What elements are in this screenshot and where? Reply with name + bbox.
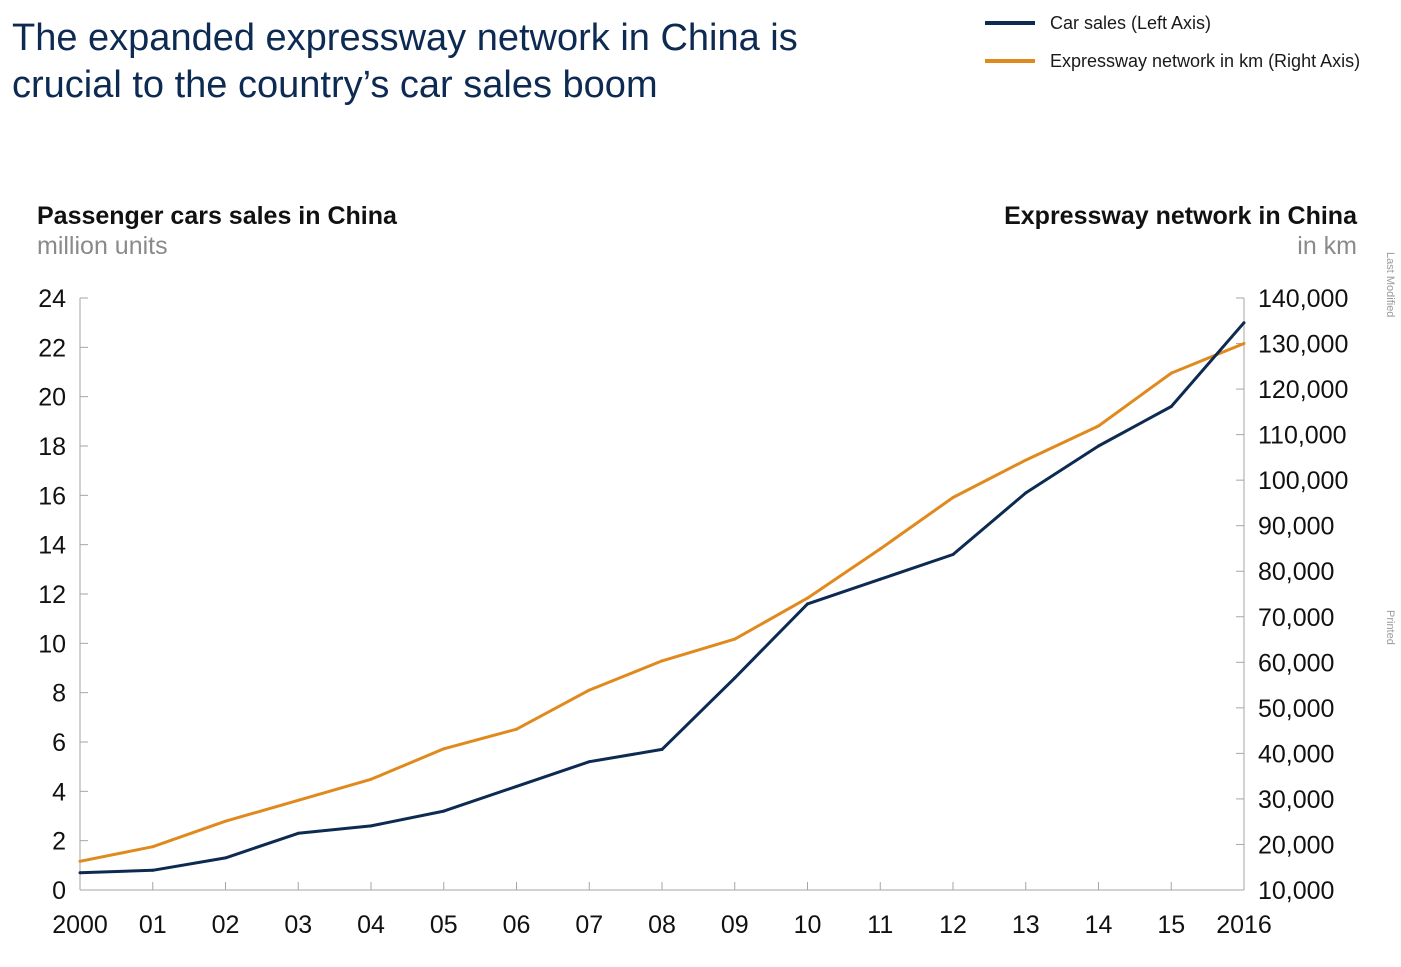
right-axis-tick-label: 110,000 <box>1258 422 1347 450</box>
data-point-car-sales <box>951 553 955 556</box>
data-point-expressway <box>1169 371 1173 375</box>
x-axis-tick-label: 03 <box>284 911 312 939</box>
x-axis-tick-label: 2000 <box>52 911 108 939</box>
series-points-car-sales <box>78 321 1246 875</box>
data-point-car-sales <box>1169 405 1173 408</box>
right-axis-tick-label: 120,000 <box>1258 376 1348 404</box>
data-point-expressway <box>224 819 227 823</box>
left-axis-tick-label: 20 <box>38 384 66 412</box>
right-axis-tick-label: 50,000 <box>1258 695 1334 723</box>
right-axis-tick-label: 100,000 <box>1258 467 1348 495</box>
data-point-car-sales <box>442 809 446 813</box>
left-axis-tick-label: 24 <box>38 285 66 313</box>
x-axis-tick-label: 01 <box>139 911 167 939</box>
series-line-expressway <box>79 342 1245 863</box>
data-point-car-sales <box>515 784 518 788</box>
left-axis-tick-label: 18 <box>38 433 66 461</box>
x-axis-tick-label: 15 <box>1157 911 1185 939</box>
right-axis-tick-label: 140,000 <box>1258 285 1348 313</box>
x-axis-tick-label: 12 <box>939 911 967 939</box>
data-point-car-sales <box>878 577 882 581</box>
right-axis-title: Expressway network in China <box>1004 202 1358 230</box>
left-axis-tick-label: 10 <box>38 630 66 658</box>
data-point-car-sales <box>1024 491 1028 495</box>
left-axis-tick-label: 12 <box>38 581 66 609</box>
left-axis-tick-label: 6 <box>52 729 66 757</box>
right-axis-tick-label: 130,000 <box>1258 331 1348 359</box>
data-point-car-sales <box>78 871 82 875</box>
side-note-printed: Printed <box>1384 610 1396 645</box>
data-point-expressway <box>296 798 300 802</box>
data-point-expressway <box>1242 342 1246 345</box>
right-axis-tick-label: 30,000 <box>1258 786 1334 814</box>
data-point-expressway <box>515 727 518 731</box>
right-axis-tick-label: 90,000 <box>1258 513 1334 541</box>
data-point-expressway <box>1097 424 1100 428</box>
left-axis-title: Passenger cars sales in China <box>37 202 398 230</box>
data-point-car-sales <box>1097 444 1100 448</box>
left-axis-tick-label: 14 <box>38 532 66 560</box>
data-point-expressway <box>733 637 737 641</box>
data-point-expressway <box>369 777 373 781</box>
x-axis-tick-label: 2016 <box>1216 911 1272 939</box>
data-point-expressway <box>951 496 955 499</box>
data-point-car-sales <box>224 856 227 860</box>
left-axis-tick-label: 22 <box>38 334 66 362</box>
chart-title-line1: The expanded expressway network in China… <box>12 17 798 59</box>
data-point-expressway <box>878 547 882 551</box>
left-axis-tick-label: 4 <box>52 778 66 806</box>
right-axis-unit: in km <box>1297 232 1357 260</box>
right-axis-ticks: 10,000 20,000 30,000 40,000 50,000 60,000 70,0… <box>1236 285 1348 905</box>
left-axis-tick-label: 2 <box>52 828 66 856</box>
left-axis-unit: million units <box>37 232 168 260</box>
x-axis-tick-label: 09 <box>721 911 749 939</box>
right-axis-tick-label: 40,000 <box>1258 740 1334 768</box>
right-axis-tick-label: 60,000 <box>1258 649 1334 677</box>
left-axis-tick-label: 16 <box>38 482 66 510</box>
data-point-car-sales <box>806 602 809 606</box>
x-axis-tick-label: 08 <box>648 911 676 939</box>
data-point-car-sales <box>1242 321 1246 325</box>
right-axis-tick-label: 10,000 <box>1258 877 1334 905</box>
x-axis-tick-label: 07 <box>575 911 603 939</box>
side-note-last-modified: Last Modified <box>1384 252 1396 317</box>
legend-label-expressway: Expressway network in km (Right Axis) <box>1050 51 1360 71</box>
right-axis-tick-label: 70,000 <box>1258 604 1334 632</box>
data-point-car-sales <box>660 747 664 751</box>
data-point-expressway <box>78 859 82 863</box>
data-point-car-sales <box>587 760 591 764</box>
data-point-car-sales <box>369 824 373 828</box>
data-point-car-sales <box>151 868 155 872</box>
right-axis-tick-label: 20,000 <box>1258 831 1334 859</box>
data-point-expressway <box>442 747 446 751</box>
x-axis-tick-label: 10 <box>794 911 822 939</box>
x-axis-tick-label: 11 <box>867 911 893 939</box>
left-axis-tick-label: 0 <box>52 877 66 905</box>
left-axis-tick-label: 8 <box>52 680 66 708</box>
chart-title-line2: crucial to the country’s car sales boom <box>12 64 658 106</box>
x-axis-tick-label: 02 <box>212 911 240 939</box>
series-points-expressway <box>78 342 1246 863</box>
data-point-expressway <box>1024 458 1028 462</box>
data-point-expressway <box>660 659 664 663</box>
x-axis-ticks: 2000 01 02 03 04 05 06 07 08 09 10 11 12 13 14 15 2016 <box>52 882 1272 939</box>
x-axis-tick-label: 05 <box>430 911 458 939</box>
x-axis-tick-label: 13 <box>1012 911 1040 939</box>
data-point-expressway <box>587 688 591 692</box>
data-point-expressway <box>151 845 155 849</box>
legend-label-car-sales: Car sales (Left Axis) <box>1050 13 1211 33</box>
data-point-car-sales <box>296 831 300 835</box>
x-axis-tick-label: 14 <box>1085 911 1113 939</box>
data-point-expressway <box>806 596 809 600</box>
right-axis-tick-label: 80,000 <box>1258 558 1334 586</box>
legend: Car sales (Left Axis) Expressway network… <box>985 13 1360 71</box>
data-point-car-sales <box>733 676 737 680</box>
series-line-car-sales <box>79 321 1246 875</box>
x-axis-tick-label: 06 <box>503 911 531 939</box>
x-axis-tick-label: 04 <box>357 911 385 939</box>
